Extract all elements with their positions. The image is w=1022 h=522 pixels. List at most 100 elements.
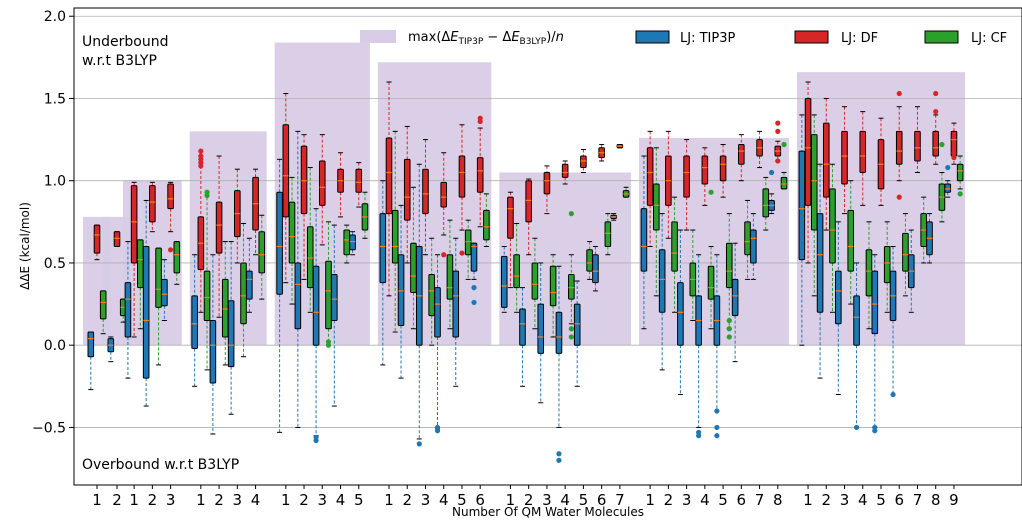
x-tick-label-n9-4: 4 (858, 491, 868, 509)
df-box-n9-6-outlier-0 (896, 90, 902, 97)
df-box-n9-1 (804, 97, 812, 206)
cf-box-n8-4-outlier-0 (708, 189, 714, 195)
cf-box-n9-1 (810, 134, 818, 231)
x-tick-label-n6-1: 1 (384, 491, 394, 509)
tip3p-box-n5-1 (276, 191, 283, 295)
cf-box-n8-5-outlier-1 (726, 326, 732, 332)
df-box-n3-3 (167, 183, 174, 210)
cf-box-n3-1 (137, 239, 144, 289)
x-tick-label-n3-1: 1 (129, 491, 139, 509)
legend-swatch-df (794, 30, 829, 44)
x-tick-label-n5-4: 4 (336, 491, 346, 509)
cf-box-n6-5 (464, 229, 472, 256)
cf-box-n9-6 (902, 232, 909, 272)
cf-box-n7-1 (513, 254, 520, 289)
df-box-n8-8-outlier-1 (775, 128, 781, 134)
tip3p-box-n7-4 (555, 311, 563, 354)
x-tick-label-n4-3: 3 (233, 491, 243, 509)
tip3p-box-n5-3 (312, 265, 320, 346)
x-tick-label-n9-6: 6 (894, 491, 904, 509)
x-axis-label: Number Of QM Water Molecules (452, 505, 644, 519)
df-box-n8-8-outlier-2 (775, 158, 781, 164)
y-tick-label-2: 0.5 (44, 256, 66, 272)
df-box-n9-6 (895, 130, 903, 165)
tip3p-box-n7-4-outlier-0 (556, 451, 562, 457)
df-box-n5-1 (282, 124, 290, 218)
cf-box-n4-1 (203, 270, 211, 322)
cf-box-n7-4-outlier-2 (568, 211, 574, 217)
df-box-n7-1 (507, 196, 514, 239)
tip3p-box-n9-4 (853, 295, 860, 346)
df-box-n9-8-outlier-0 (933, 90, 939, 97)
x-tick-label-n4-2: 2 (214, 491, 224, 509)
tip3p-box-n3-1 (124, 282, 132, 338)
tip3p-box-n8-5-outlier-1 (714, 424, 720, 431)
cf-box-n8-5-outlier-0 (726, 317, 732, 324)
tip3p-box-n9-1 (798, 150, 806, 261)
tip3p-box-n8-4-outlier-1 (696, 433, 702, 439)
annotation-underbound-line1: Underbound (82, 34, 168, 50)
tip3p-box-n9-6-outlier-0 (890, 391, 896, 398)
tip3p-box-n8-5-outlier-0 (714, 408, 720, 414)
legend-span-sub2: B3LYP (520, 37, 547, 47)
cf-box-n5-1 (288, 201, 296, 264)
cf-box-n7-6 (604, 221, 612, 248)
legend-label-df: LJ: DF (841, 31, 878, 46)
cf-box-n8-2 (671, 221, 678, 272)
cf-box-n7-4 (568, 273, 575, 300)
df-box-n6-6 (476, 157, 484, 193)
legend-label-cf: LJ: CF (971, 31, 1007, 46)
legend-swatch-span (360, 30, 396, 43)
x-tick-label-n5-1: 1 (281, 491, 291, 509)
df-box-n9-4 (859, 130, 867, 173)
tip3p-box-n9-5-outlier-1 (872, 428, 878, 434)
tip3p-box-n5-2 (294, 262, 302, 330)
x-tick-label-n1-1: 1 (92, 491, 102, 509)
df-box-n9-3 (841, 130, 848, 185)
legend-span-minus: − Δ (483, 30, 511, 45)
tip3p-box-n4-1 (191, 295, 198, 349)
tip3p-box-n8-7 (750, 229, 757, 264)
y-tick-label-4: 1.5 (44, 91, 66, 107)
df-box-n8-4 (701, 155, 709, 185)
cf-box-n4-1-outlier-1 (204, 189, 210, 195)
x-tick-label-n7-3: 3 (542, 491, 552, 509)
df-box-n9-6-outlier-1 (896, 194, 902, 200)
x-tick-label-n5-2: 2 (299, 491, 309, 509)
df-box-n6-1 (385, 137, 393, 215)
cf-box-n8-4 (707, 265, 715, 300)
tip3p-box-n6-4-outlier-2 (434, 428, 441, 434)
x-tick-label-n6-5: 5 (457, 491, 467, 509)
cf-box-n8-1 (653, 183, 660, 231)
legend: max(ΔETIP3P − ΔEB3LYP)/n LJ: TIP3P LJ: D… (360, 30, 1007, 47)
x-tick-label-n7-2: 2 (524, 491, 534, 509)
y-tick-label-3: 1.0 (44, 174, 66, 190)
x-tick-label-n4-4: 4 (251, 491, 261, 509)
annotation-overbound: Overbound w.r.t B3LYP (82, 457, 239, 473)
tip3p-box-n7-5 (573, 303, 581, 346)
tip3p-box-n4-2 (209, 320, 217, 384)
df-box-n2-2 (113, 231, 121, 247)
cf-box-n6-4 (446, 254, 454, 300)
tip3p-box-n9-2 (816, 213, 824, 313)
x-tick-label-n8-2: 2 (664, 491, 674, 509)
y-tick-label-1: 0.0 (44, 338, 66, 354)
legend-label-tip3p: LJ: TIP3P (680, 31, 735, 46)
df-box-n1-1 (93, 224, 101, 254)
cf-box-n9-9-outlier-0 (957, 191, 963, 197)
legend-span-suffix: )/ (546, 30, 556, 45)
y-axis: −0.5 0.0 0.5 1.0 1.5 2.0 (32, 9, 74, 436)
df-box-n7-4 (561, 163, 569, 178)
x-tick-label-n5-5: 5 (354, 491, 364, 509)
x-tick-label-n8-5: 5 (718, 491, 728, 509)
tip3p-box-n8-8-outlier-0 (769, 169, 775, 176)
x-tick-label-n7-7: 7 (615, 491, 625, 509)
tip3p-box-n6-5 (452, 270, 460, 338)
cf-box-n9-5 (883, 246, 891, 284)
tip3p-box-n5-3-outlier-1 (313, 437, 319, 444)
cf-box-n1-1 (99, 290, 107, 320)
tip3p-box-n7-3 (537, 303, 545, 354)
df-box-n7-3 (543, 171, 551, 195)
